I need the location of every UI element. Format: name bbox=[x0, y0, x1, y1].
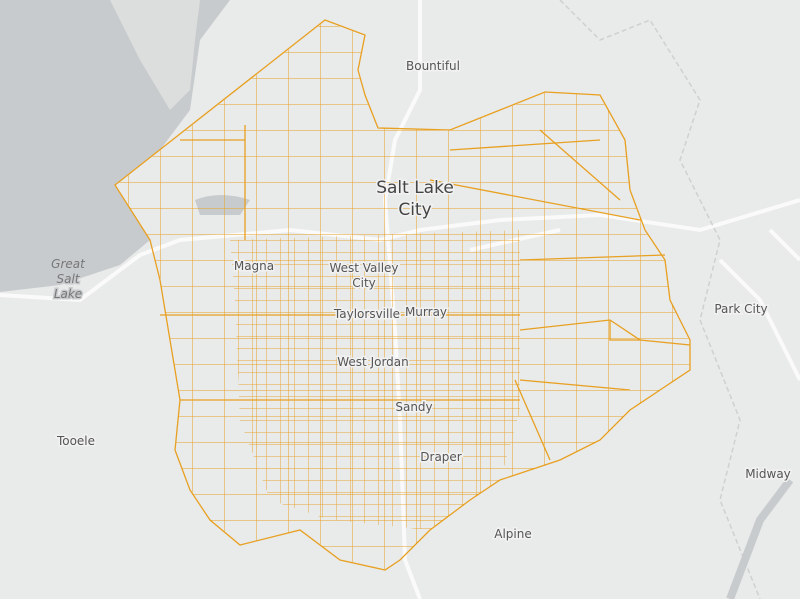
boundary bbox=[559, 0, 761, 599]
island bbox=[110, 0, 200, 110]
place-label: Tooele bbox=[56, 434, 95, 448]
place-label: Bountiful bbox=[406, 59, 460, 73]
place-label: Alpine bbox=[494, 527, 531, 541]
place-label: Sandy bbox=[395, 400, 432, 414]
place-label: West Valley bbox=[329, 261, 398, 275]
place-label: City bbox=[398, 200, 431, 220]
place-label: City bbox=[352, 276, 376, 290]
place-label: Salt Lake bbox=[376, 178, 454, 198]
place-label: Lake bbox=[54, 287, 82, 301]
place-label: Taylorsville bbox=[333, 307, 400, 321]
place-label: Great bbox=[51, 257, 86, 271]
place-label: Salt bbox=[56, 272, 80, 286]
place-label: West Jordan bbox=[337, 355, 409, 369]
place-label: Park City bbox=[714, 302, 767, 316]
place-label: Draper bbox=[420, 450, 462, 464]
place-label: Midway bbox=[745, 467, 791, 481]
reservoir bbox=[726, 477, 794, 599]
place-label: Magna bbox=[234, 259, 274, 273]
place-label: Murray bbox=[405, 305, 447, 319]
